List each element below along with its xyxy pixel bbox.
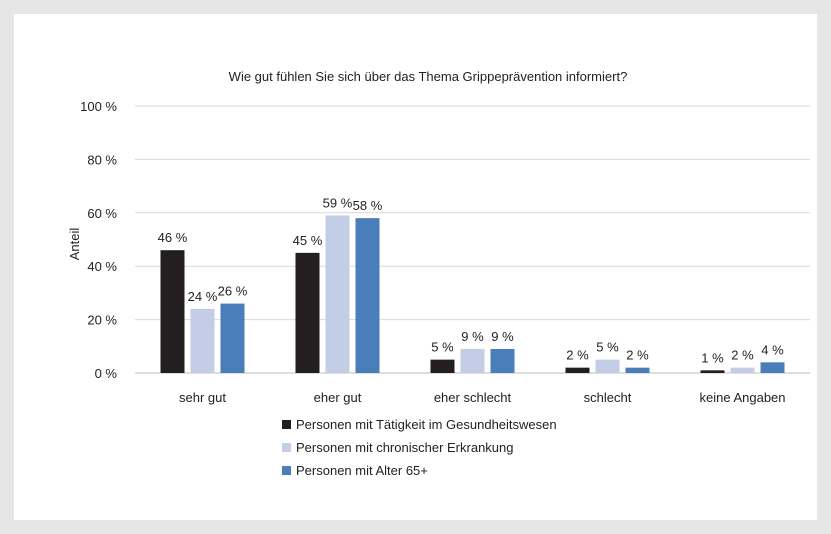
legend: Personen mit Tätigkeit im Gesundheitswes…	[282, 417, 557, 478]
category-label: keine Angaben	[699, 390, 785, 405]
data-label: 9 %	[461, 329, 484, 344]
bar	[625, 367, 650, 373]
bar	[295, 252, 320, 373]
data-labels: 46 % 24 % 26 % 45 % 59 % 58 % 5 % 9 % 9 % 2 % 5 % 2…	[158, 195, 784, 365]
x-axis-categories: sehr gut eher gut eher schlecht schlecht kei…	[179, 390, 786, 405]
y-tick-label: 80 %	[87, 152, 117, 167]
legend-label: Personen mit Tätigkeit im Gesundheitswes…	[296, 417, 557, 432]
bar	[160, 250, 185, 373]
data-label: 9 %	[491, 329, 514, 344]
bar	[700, 370, 725, 373]
bar	[355, 218, 380, 373]
data-label: 2 %	[566, 348, 589, 363]
y-tick-label: 40 %	[87, 259, 117, 274]
y-axis-label: Anteil	[67, 228, 82, 261]
data-label: 4 %	[761, 342, 784, 357]
data-label: 1 %	[701, 350, 724, 365]
bar	[460, 348, 485, 373]
y-tick-label: 20 %	[87, 313, 117, 328]
bar	[490, 348, 515, 373]
category-label: eher gut	[314, 390, 362, 405]
y-tick-label: 0 %	[95, 366, 118, 381]
bar	[595, 359, 620, 373]
data-label: 2 %	[626, 348, 649, 363]
y-tick-label: 100 %	[80, 99, 117, 114]
data-label: 5 %	[431, 340, 454, 355]
bar	[565, 367, 590, 373]
data-label: 45 %	[293, 233, 323, 248]
data-label: 5 %	[596, 340, 619, 355]
data-label: 46 %	[158, 230, 188, 245]
data-label: 2 %	[731, 348, 754, 363]
bar	[190, 308, 215, 373]
bars	[160, 215, 785, 373]
legend-swatch	[282, 443, 291, 452]
chart-panel	[14, 14, 817, 520]
category-label: eher schlecht	[434, 390, 512, 405]
data-label: 58 %	[353, 198, 383, 213]
bar	[430, 359, 455, 373]
legend-label: Personen mit chronischer Erkrankung	[296, 440, 514, 455]
y-tick-label: 60 %	[87, 206, 117, 221]
bar	[325, 215, 350, 373]
legend-label: Personen mit Alter 65+	[296, 463, 428, 478]
category-label: schlecht	[584, 390, 632, 405]
bar	[730, 367, 755, 373]
legend-swatch	[282, 420, 291, 429]
category-label: sehr gut	[179, 390, 226, 405]
chart-title: Wie gut fühlen Sie sich über das Thema G…	[229, 69, 628, 84]
data-label: 59 %	[323, 195, 353, 210]
data-label: 24 %	[188, 289, 218, 304]
bar	[220, 303, 245, 373]
legend-swatch	[282, 466, 291, 475]
y-axis-ticks: 0 % 20 % 40 % 60 % 80 % 100 %	[80, 99, 117, 381]
bar	[760, 362, 785, 373]
data-label: 26 %	[218, 284, 248, 299]
